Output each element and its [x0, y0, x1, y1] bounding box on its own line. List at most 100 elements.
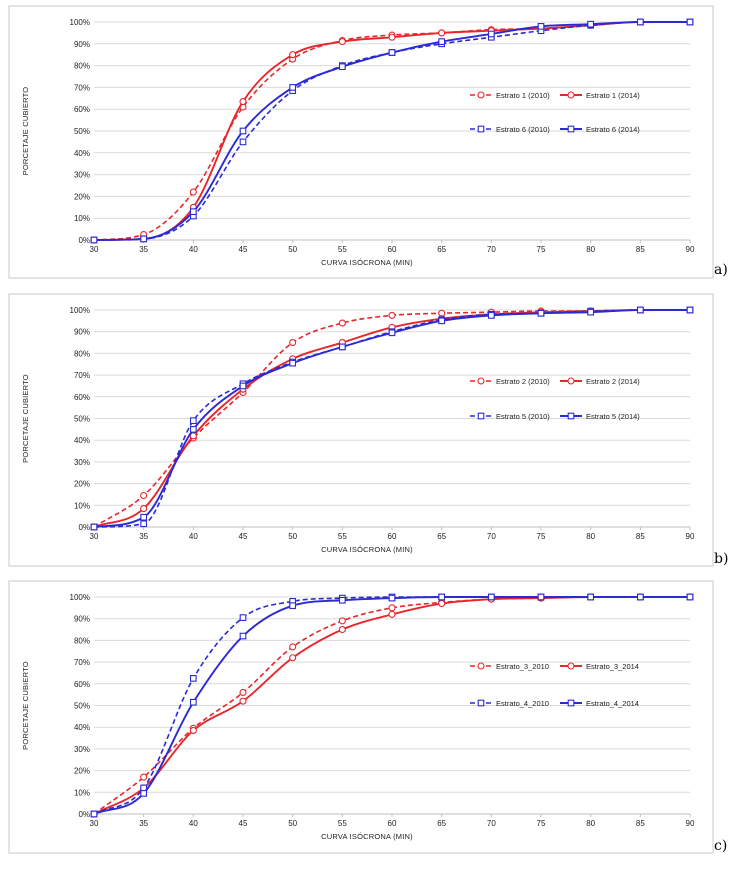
data-point: [388, 329, 396, 337]
x-tick-label: 30: [90, 532, 99, 541]
data-point: [686, 593, 694, 601]
y-tick-label: 90%: [74, 40, 90, 49]
x-tick-label: 90: [686, 819, 695, 828]
x-tick-label: 55: [338, 532, 347, 541]
x-tick-label: 75: [537, 819, 546, 828]
legend-label: Estrato_4_2014: [586, 699, 639, 708]
data-point: [140, 235, 148, 243]
legend-label: Estrato 2 (2010): [496, 377, 550, 386]
x-tick-label: 55: [338, 819, 347, 828]
legend-marker: [567, 412, 575, 420]
x-tick-label: 80: [586, 819, 595, 828]
data-point: [239, 138, 247, 146]
legend: Estrato 1 (2010) Estrato 1 (2014) Estrato …: [470, 91, 640, 134]
x-tick-label: 30: [90, 245, 99, 254]
data-point: [388, 610, 396, 618]
x-tick-label: 55: [338, 245, 347, 254]
x-axis-title: CURVA ISÓCRONA (MIN): [321, 258, 413, 267]
y-tick-label: 40%: [74, 436, 90, 445]
y-tick-label: 10%: [74, 501, 90, 510]
data-point: [289, 51, 297, 59]
data-point: [140, 505, 148, 513]
data-point: [289, 654, 297, 662]
data-point: [338, 343, 346, 351]
legend-marker: [477, 125, 485, 133]
chart-panel-3: 0% 10% 20% 30% 40% 50% 60% 70% 80% 90% 100% 30 35 40 4…: [8, 580, 727, 854]
chart-panel-1: 0% 10% 20% 30% 40% 50% 60% 70% 80% 90% 100% 30 35 40 4…: [8, 5, 728, 279]
data-point: [636, 306, 644, 314]
legend-label: Estrato_4_2010: [496, 699, 549, 708]
legend-label: Estrato 5 (2010): [496, 412, 550, 421]
x-tick-label: 45: [239, 532, 248, 541]
y-tick-label: 60%: [74, 393, 90, 402]
legend-marker: [477, 377, 485, 385]
data-point: [140, 513, 148, 521]
x-tick-label: 45: [239, 245, 248, 254]
x-tick-label: 65: [437, 245, 446, 254]
y-tick-label: 90%: [74, 615, 90, 624]
legend-marker: [567, 662, 575, 670]
y-axis-title: PORCETAJE CUBIERTO: [21, 661, 30, 750]
data-point: [289, 602, 297, 610]
x-tick-label: 85: [636, 532, 645, 541]
x-tick-label: 80: [586, 245, 595, 254]
legend-marker: [477, 91, 485, 99]
data-point: [289, 338, 297, 347]
y-tick-label: 20%: [74, 480, 90, 489]
data-point: [189, 675, 197, 682]
x-tick-label: 35: [139, 819, 148, 828]
x-tick-label: 40: [189, 819, 198, 828]
y-tick-label: 10%: [74, 214, 90, 223]
x-tick-label: 75: [537, 245, 546, 254]
x-tick-label: 50: [288, 532, 297, 541]
y-tick-label: 80%: [74, 62, 90, 71]
data-point: [587, 20, 595, 28]
data-point: [90, 810, 98, 818]
data-point: [338, 63, 346, 71]
x-tick-label: 90: [686, 245, 695, 254]
x-tick-label: 70: [487, 819, 496, 828]
data-point: [189, 698, 197, 706]
legend: Estrato_3_2010 Estrato_3_2014 Estrato_4_20…: [470, 662, 639, 708]
data-point: [90, 523, 98, 531]
data-point: [140, 790, 148, 797]
y-tick-label: 90%: [74, 328, 90, 337]
data-point: [587, 593, 595, 601]
data-point: [388, 311, 396, 319]
chart-frame: [8, 5, 714, 279]
x-tick-label: 70: [487, 532, 496, 541]
x-tick-label: 90: [686, 532, 695, 541]
y-tick-label: 0%: [78, 523, 90, 532]
data-point: [388, 594, 396, 602]
data-point: [338, 319, 346, 327]
chart-frame: [8, 580, 714, 854]
data-point: [90, 236, 98, 244]
x-axis-title: CURVA ISÓCRONA (MIN): [321, 545, 413, 554]
data-point: [239, 688, 247, 697]
data-point: [487, 30, 495, 38]
x-tick-label: 65: [437, 532, 446, 541]
data-point: [189, 425, 197, 433]
x-tick-label: 30: [90, 819, 99, 828]
y-tick-label: 30%: [74, 458, 90, 467]
series-4: [90, 18, 694, 244]
data-point: [438, 593, 446, 601]
data-point: [636, 593, 644, 601]
data-point: [239, 98, 247, 106]
panel-label: a): [714, 262, 728, 278]
x-tick-label: 75: [537, 532, 546, 541]
legend-marker: [477, 699, 485, 707]
legend-label: Estrato 1 (2010): [496, 91, 550, 100]
legend-label: Estrato_3_2010: [496, 662, 549, 671]
legend-marker: [567, 91, 575, 99]
chart-frame: [8, 293, 714, 567]
legend-marker: [567, 125, 575, 133]
y-tick-label: 70%: [74, 371, 90, 380]
data-point: [388, 604, 396, 612]
series-4: [90, 593, 694, 818]
data-point: [338, 38, 346, 46]
data-point: [537, 23, 545, 30]
x-tick-label: 85: [636, 819, 645, 828]
legend-label: Estrato 6 (2014): [586, 125, 640, 134]
